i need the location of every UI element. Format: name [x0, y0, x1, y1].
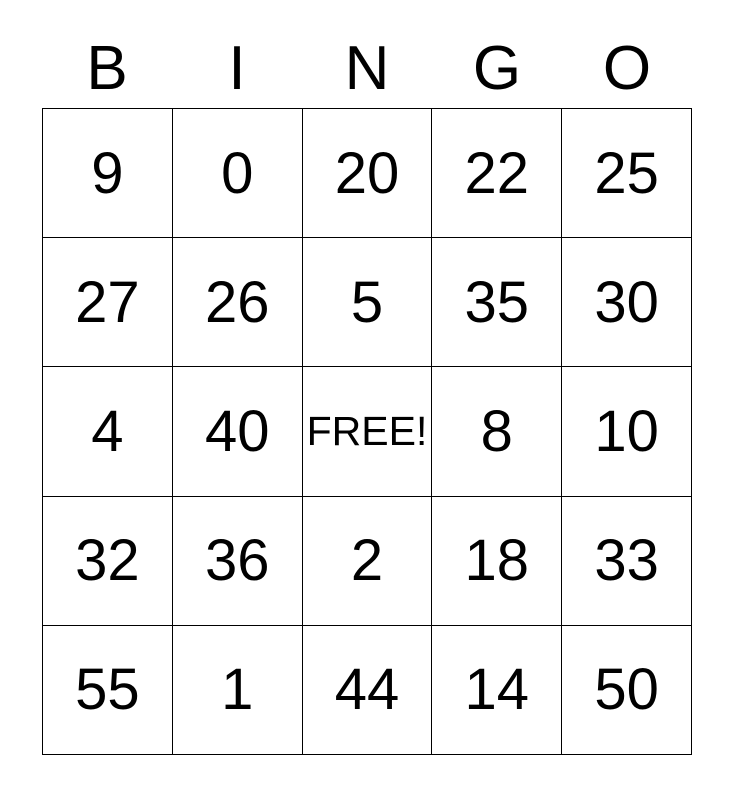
- bingo-cell-r0c0[interactable]: 9: [42, 107, 173, 239]
- header-letter-o: O: [602, 34, 652, 103]
- bingo-cell-r1c4[interactable]: 30: [561, 237, 692, 368]
- header-letter-i: I: [228, 34, 246, 103]
- bingo-cell-r4c3[interactable]: 14: [431, 624, 563, 756]
- bingo-cell-r4c0[interactable]: 55: [42, 624, 173, 756]
- bingo-card: B I N G O 9 0 20 22 25 27 26 5 35 30 4 4…: [42, 38, 692, 756]
- table-row: 4 40 FREE! 8 10: [42, 366, 692, 497]
- bingo-cell-r4c4[interactable]: 50: [561, 624, 692, 756]
- bingo-cell-r0c2[interactable]: 20: [301, 107, 433, 239]
- bingo-cell-r1c0[interactable]: 27: [42, 237, 173, 368]
- bingo-cell-r3c0[interactable]: 32: [42, 495, 173, 626]
- bingo-cell-r2c4[interactable]: 10: [561, 366, 692, 497]
- bingo-cell-free[interactable]: FREE!: [301, 366, 433, 497]
- bingo-cell-r0c1[interactable]: 0: [171, 107, 303, 239]
- bingo-cell-r2c1[interactable]: 40: [171, 366, 303, 497]
- bingo-cell-r3c1[interactable]: 36: [171, 495, 303, 626]
- bingo-cell-r4c2[interactable]: 44: [301, 624, 433, 756]
- bingo-cell-r2c0[interactable]: 4: [42, 366, 173, 497]
- bingo-cell-r3c3[interactable]: 18: [431, 495, 563, 626]
- bingo-cell-r0c3[interactable]: 22: [431, 107, 563, 239]
- bingo-cell-r3c2[interactable]: 2: [301, 495, 433, 626]
- table-row: 9 0 20 22 25: [42, 107, 692, 239]
- bingo-cell-r1c3[interactable]: 35: [431, 237, 563, 368]
- bingo-cell-r4c1[interactable]: 1: [171, 624, 303, 756]
- header-letter-b: B: [86, 34, 128, 103]
- table-row: 27 26 5 35 30: [42, 237, 692, 368]
- bingo-cell-r2c3[interactable]: 8: [431, 366, 563, 497]
- header-letter-n: N: [344, 34, 390, 103]
- bingo-cell-r1c1[interactable]: 26: [171, 237, 303, 368]
- bingo-cell-r3c4[interactable]: 33: [561, 495, 692, 626]
- bingo-header: B I N G O: [42, 38, 692, 100]
- bingo-cell-r1c2[interactable]: 5: [301, 237, 433, 368]
- table-row: 32 36 2 18 33: [42, 495, 692, 626]
- header-letter-g: G: [472, 34, 522, 103]
- bingo-cell-r0c4[interactable]: 25: [561, 107, 692, 239]
- table-row: 55 1 44 14 50: [42, 624, 692, 756]
- bingo-grid: 9 0 20 22 25 27 26 5 35 30 4 40 FREE! 8 …: [42, 107, 692, 756]
